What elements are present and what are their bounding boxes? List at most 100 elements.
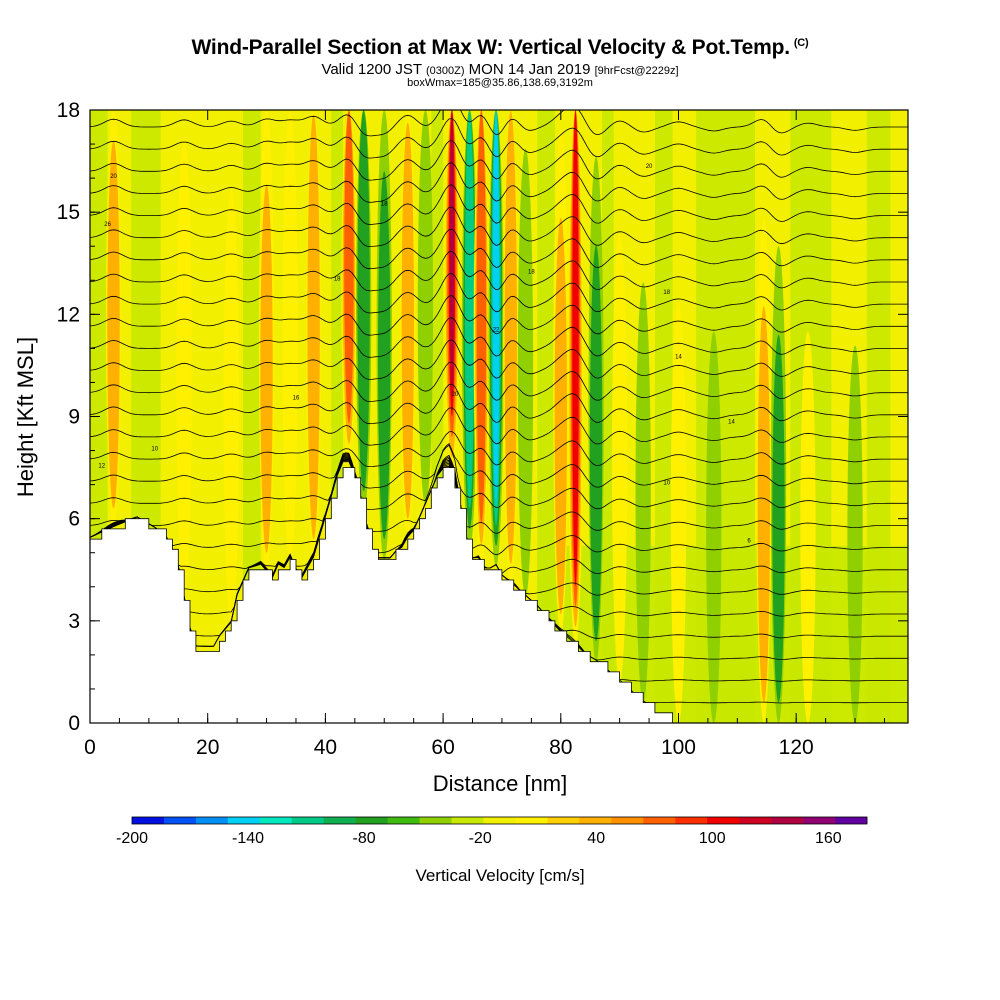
chart-title-text: Wind-Parallel Section at Max W: Vertical… xyxy=(191,36,791,59)
colorbar-swatch xyxy=(515,817,548,824)
theta-contour-label: 16 xyxy=(293,395,300,401)
colorbar-swatch xyxy=(291,817,325,824)
subtitle-box-text: boxWmax=185@35.86,138.69,3192m xyxy=(407,77,593,89)
colorbar-swatch xyxy=(163,817,197,824)
weak-downdraft-band xyxy=(601,110,614,723)
y-tick-label: 3 xyxy=(68,610,80,633)
velocity-plume xyxy=(107,140,120,509)
x-axis-label: Distance [nm] xyxy=(433,771,568,796)
x-tick-label: 80 xyxy=(549,736,572,759)
colorbar-swatch xyxy=(227,817,261,824)
theta-contour-label: 20 xyxy=(452,392,459,398)
theta-contour-label: 20 xyxy=(646,164,653,170)
theta-contour-line xyxy=(90,431,908,468)
velocity-plume xyxy=(589,245,603,642)
velocity-plume xyxy=(449,110,454,397)
theta-contour-label: 26 xyxy=(104,222,111,228)
colorbar-swatch xyxy=(771,817,804,824)
theta-contour-line xyxy=(90,228,908,270)
velocity-plume xyxy=(176,137,192,601)
colorbar-tick-label: -140 xyxy=(232,830,264,847)
x-tick-label: 40 xyxy=(314,736,337,759)
colorbar-swatch xyxy=(803,817,836,824)
velocity-plume xyxy=(504,110,517,564)
colorbar-tick-label: 100 xyxy=(699,830,726,847)
y-tick-label: 15 xyxy=(57,201,80,224)
colorbar-swatch xyxy=(387,817,420,824)
subtitle-forecast: [9hrFcst@2229z] xyxy=(594,65,679,77)
x-tick-label: 100 xyxy=(661,736,696,759)
velocity-plume xyxy=(635,282,651,703)
theta-contour-line xyxy=(90,407,908,446)
colorbar-tick-label: 160 xyxy=(815,830,842,847)
velocity-plume xyxy=(464,110,475,509)
colorbar-swatch xyxy=(707,817,740,824)
velocity-plume xyxy=(611,233,628,683)
subtitle-valid-time: Valid 1200 JST xyxy=(321,61,422,78)
colorbar-tick-label: 40 xyxy=(587,830,605,847)
colorbar-tick-label: -80 xyxy=(353,830,376,847)
theta-contour-label: 18 xyxy=(381,201,388,207)
colorbar: -200 -140 -80 -20 40 100 160 xyxy=(116,816,868,847)
y-tick-label: 12 xyxy=(57,303,80,326)
colorbar-label: Vertical Velocity [cm/s] xyxy=(415,866,584,885)
colorbar-swatch xyxy=(483,817,516,824)
theta-contour-label: 12 xyxy=(98,464,105,470)
terrain-mask xyxy=(90,467,908,723)
velocity-plume xyxy=(401,122,414,519)
velocity-plume xyxy=(307,114,320,540)
axes: 0 20 40 60 80 100 120 0 3 6 9 12 15 18 xyxy=(57,99,908,759)
colorbar-swatch xyxy=(611,817,644,824)
colorbar-swatch xyxy=(132,817,165,824)
velocity-plume xyxy=(492,110,500,506)
y-tick-label: 0 xyxy=(68,712,80,735)
colorbar-swatch xyxy=(547,817,580,824)
theta-contour-line xyxy=(90,140,908,181)
colorbar-swatch xyxy=(579,817,612,824)
theta-contour-label: 14 xyxy=(675,355,682,361)
theta-contour-line xyxy=(90,118,908,159)
theta-contour-line xyxy=(90,206,908,248)
velocity-plume xyxy=(800,331,816,723)
colorbar-swatch xyxy=(259,817,293,824)
theta-contour-line xyxy=(90,272,908,314)
theta-contour-label: 10 xyxy=(663,481,670,487)
x-tick-label: 20 xyxy=(196,736,219,759)
colorbar-tick-label: -20 xyxy=(469,830,492,847)
colorbar-swatch xyxy=(195,817,229,824)
y-tick-label: 6 xyxy=(68,508,80,531)
terrain-surface xyxy=(90,467,908,723)
theta-contour-label: 22 xyxy=(493,327,500,333)
chart-subtitle-box: boxWmax=185@35.86,138.69,3192m xyxy=(0,77,1000,89)
theta-contour-label: 10 xyxy=(151,447,158,453)
theta-contour-line xyxy=(90,455,908,556)
y-tick-label: 18 xyxy=(57,99,80,122)
chart-subtitle: Valid 1200 JST (0300Z) MON 14 Jan 2019 [… xyxy=(0,61,1000,78)
colorbar-swatch xyxy=(739,817,772,824)
colorbar-swatch xyxy=(323,817,356,824)
velocity-plume xyxy=(554,217,567,615)
x-tick-label: 0 xyxy=(84,736,96,759)
velocity-plume xyxy=(670,302,687,723)
x-tick-label: 120 xyxy=(779,736,814,759)
theta-contour-line xyxy=(90,444,908,510)
theta-contour-line xyxy=(90,317,908,358)
velocity-plume xyxy=(772,334,785,703)
theta-contour-label: 6 xyxy=(747,539,751,545)
theta-contour-line xyxy=(90,295,908,336)
theta-contour-line xyxy=(90,361,908,403)
theta-contour-label: 18 xyxy=(528,269,535,275)
colorbar-swatch xyxy=(835,817,868,824)
subtitle-utc: (0300Z) xyxy=(425,65,465,77)
theta-contour-label: 18 xyxy=(663,290,670,296)
colorbar-swatch xyxy=(675,817,708,824)
colorbar-swatch xyxy=(451,817,484,824)
velocity-plume xyxy=(572,110,579,586)
y-tick-label: 9 xyxy=(68,406,80,429)
y-axis-label: Height [Kft MSL] xyxy=(13,337,38,497)
weak-downdraft-band xyxy=(331,110,344,723)
theta-contour-label: 20 xyxy=(110,174,117,180)
theta-contours: 12 10 16 18 18 20 22 18 20 18 14 14 10 6 20 26 xyxy=(90,110,908,704)
velocity-plume xyxy=(476,110,487,524)
